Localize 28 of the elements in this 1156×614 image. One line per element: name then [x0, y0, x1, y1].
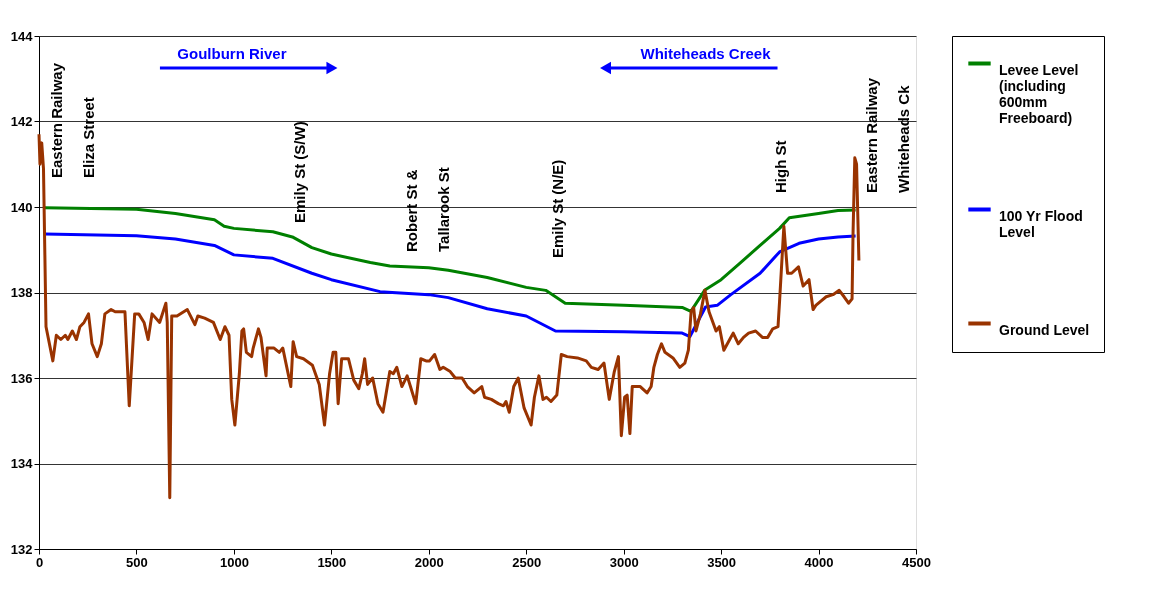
x-tick-label: 2000: [414, 554, 444, 570]
x-tick-label: 4500: [902, 554, 931, 570]
y-tick-label: 136: [10, 370, 33, 386]
legend-label: Ground Level: [999, 321, 1090, 338]
x-tick-label: 3500: [707, 554, 737, 570]
x-tick-label: 4000: [804, 554, 834, 570]
y-tick-label: 134: [10, 456, 34, 471]
annotation: Emily St (N/E): [549, 159, 567, 258]
x-tick-label: 0: [35, 554, 44, 570]
x-tick-label: 3000: [609, 554, 639, 570]
annotation: Eastern Railway Whiteheads Ck: [862, 77, 912, 193]
y-tick-label: 132: [10, 541, 33, 557]
x-tick-label: 1000: [219, 554, 249, 570]
x-tick-label: 2500: [512, 554, 542, 570]
legend-label: 100 Yr Flood Level: [999, 207, 1083, 240]
annotation: Emily St (S/W): [291, 121, 309, 223]
y-tick-label: 142: [10, 114, 33, 129]
x-tick-label: 500: [126, 554, 148, 570]
y-tick-label: 138: [10, 285, 33, 300]
x-tick-label: 1500: [317, 554, 347, 570]
legend-label: Levee Level (including 600mm Freeboard): [999, 61, 1079, 126]
annotation: Eastern Railway Eliza Street: [48, 62, 98, 178]
annotation: Goulburn River: [177, 45, 287, 62]
y-tick-label: 144: [10, 28, 34, 44]
annotation: Robert St & Tallarook St: [403, 167, 453, 252]
y-tick-label: 140: [10, 199, 33, 215]
annotation: Whiteheads Creek: [640, 45, 772, 62]
annotation: High St: [771, 140, 789, 193]
